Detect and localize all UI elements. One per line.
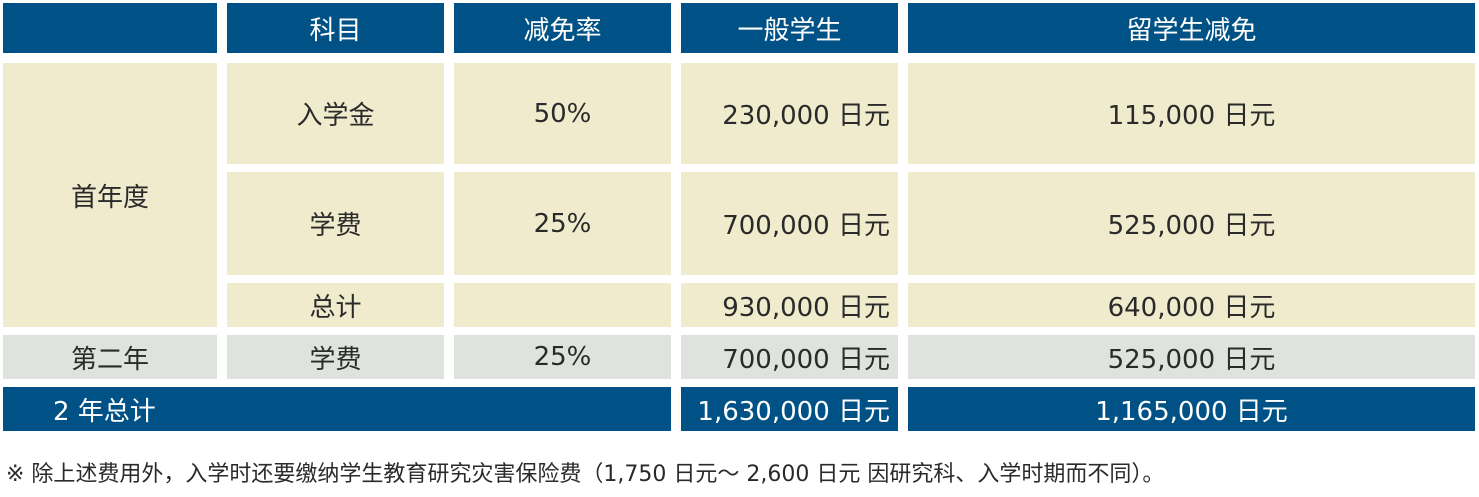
header-subject: 科目 bbox=[227, 3, 444, 53]
second-year-intl: 525,000 日元 bbox=[908, 335, 1475, 379]
header-blank bbox=[3, 3, 217, 53]
second-year-general: 700,000 日元 bbox=[681, 335, 898, 379]
table-row-tuition-subject: 学费 bbox=[227, 172, 444, 275]
two-year-total-label: 2 年总计 bbox=[3, 387, 671, 431]
first-year-label: 首年度 bbox=[3, 63, 217, 327]
table-row-entrance-intl: 115,000 日元 bbox=[908, 63, 1475, 164]
table-row-subtotal-intl: 640,000 日元 bbox=[908, 283, 1475, 327]
table-row-tuition-intl: 525,000 日元 bbox=[908, 172, 1475, 275]
table-row-tuition-rate: 25% bbox=[454, 172, 671, 275]
table-row-tuition-general: 700,000 日元 bbox=[681, 172, 898, 275]
second-year-rate: 25% bbox=[454, 335, 671, 379]
header-intl-student: 留学生减免 bbox=[908, 3, 1475, 53]
table-row-subtotal-rate bbox=[454, 283, 671, 327]
table-row-entrance-subject: 入学金 bbox=[227, 63, 444, 164]
second-year-label: 第二年 bbox=[3, 335, 217, 379]
header-rate: 减免率 bbox=[454, 3, 671, 53]
footnote: ※ 除上述费用外，入学时还要缴纳学生教育研究灾害保险费（1,750 日元～ 2,… bbox=[6, 462, 1165, 487]
header-general-student: 一般学生 bbox=[681, 3, 898, 53]
table-row-entrance-general: 230,000 日元 bbox=[681, 63, 898, 164]
two-year-total-general: 1,630,000 日元 bbox=[681, 387, 898, 431]
table-row-entrance-rate: 50% bbox=[454, 63, 671, 164]
second-year-subject: 学费 bbox=[227, 335, 444, 379]
table-row-subtotal-subject: 总计 bbox=[227, 283, 444, 327]
table-row-subtotal-general: 930,000 日元 bbox=[681, 283, 898, 327]
two-year-total-intl: 1,165,000 日元 bbox=[908, 387, 1475, 431]
